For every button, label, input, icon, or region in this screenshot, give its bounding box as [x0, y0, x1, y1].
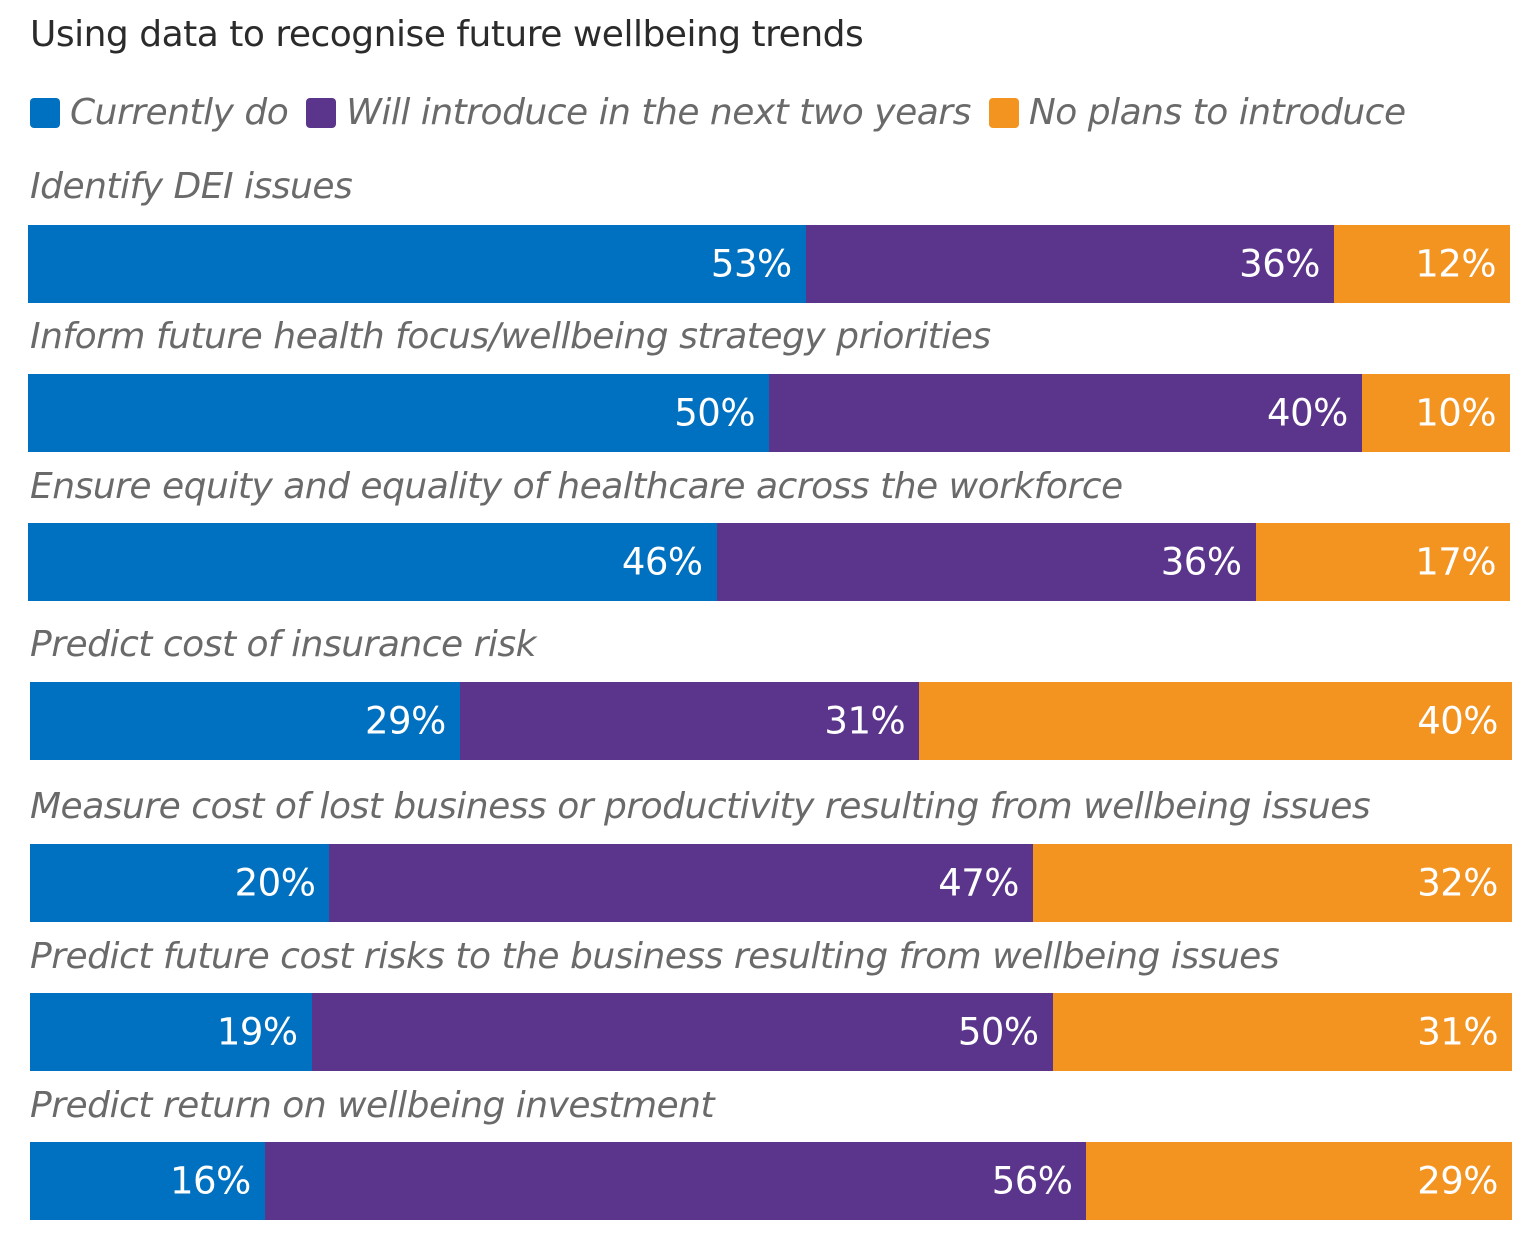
data-label: 40%	[1417, 699, 1498, 743]
data-label: 29%	[1417, 1159, 1498, 1203]
data-label: 50%	[957, 1010, 1039, 1054]
stacked-bar: 50% 40% 10%	[28, 374, 1510, 452]
category-label: Predict return on wellbeing investment	[30, 1085, 715, 1126]
category-label: Identify DEI issues	[30, 166, 353, 207]
bar-segment: 46%	[28, 523, 717, 601]
data-label: 50%	[674, 391, 755, 435]
bar-segment: 17%	[1255, 523, 1510, 601]
bar-segment: 19%	[30, 993, 312, 1071]
legend: Currently do Will introduce in the next t…	[30, 92, 1424, 133]
data-label: 20%	[234, 861, 316, 905]
category-label: Predict cost of insurance risk	[30, 624, 537, 665]
stacked-bar: 16% 56% 29%	[30, 1142, 1512, 1220]
stacked-bar: 53% 36% 12%	[28, 225, 1510, 303]
category-label: Measure cost of lost business or product…	[30, 786, 1371, 827]
chart-title: Using data to recognise future wellbeing…	[30, 14, 864, 55]
data-label: 16%	[170, 1159, 251, 1203]
data-label: 36%	[1160, 540, 1242, 584]
data-label: 10%	[1415, 391, 1496, 435]
bar-segment: 56%	[264, 1142, 1087, 1220]
bar-segment: 36%	[716, 523, 1256, 601]
data-label: 56%	[991, 1159, 1073, 1203]
data-label: 36%	[1239, 242, 1320, 286]
category-label: Ensure equity and equality of healthcare…	[30, 466, 1123, 507]
bar-segment: 36%	[805, 225, 1334, 303]
bar-segment: 29%	[1086, 1142, 1512, 1220]
data-label: 46%	[621, 540, 703, 584]
legend-label: Will introduce in the next two years	[346, 92, 971, 133]
data-label: 47%	[938, 861, 1019, 905]
bar-segment: 12%	[1333, 225, 1510, 303]
legend-swatch	[30, 97, 60, 128]
stacked-bar: 19% 50% 31%	[30, 993, 1512, 1071]
legend-label: No plans to introduce	[1028, 92, 1406, 133]
data-label: 40%	[1267, 391, 1348, 435]
bar-segment: 47%	[329, 844, 1033, 922]
data-label: 19%	[216, 1010, 298, 1054]
legend-item: Will introduce in the next two years	[306, 92, 971, 133]
bar-segment: 29%	[30, 682, 460, 760]
category-label: Predict future cost risks to the busines…	[30, 936, 1280, 977]
bar-segment: 32%	[1032, 844, 1512, 922]
stacked-bar: 29% 31% 40%	[30, 682, 1512, 760]
stacked-bar: 46% 36% 17%	[28, 523, 1510, 601]
data-label: 53%	[710, 242, 792, 286]
data-label: 12%	[1415, 242, 1496, 286]
legend-swatch	[306, 97, 337, 128]
data-label: 29%	[365, 699, 446, 743]
data-label: 31%	[824, 699, 906, 743]
data-label: 17%	[1415, 540, 1496, 584]
legend-swatch	[988, 97, 1019, 128]
bar-segment: 53%	[28, 225, 806, 303]
bar-segment: 40%	[919, 682, 1512, 760]
bar-segment: 31%	[1052, 993, 1512, 1071]
bar-segment: 40%	[769, 374, 1362, 452]
bar-segment: 16%	[30, 1142, 265, 1220]
bar-segment: 10%	[1361, 374, 1510, 452]
bar-segment: 31%	[459, 682, 920, 760]
data-label: 31%	[1417, 1010, 1498, 1054]
stacked-bar: 20% 47% 32%	[30, 844, 1512, 922]
bar-segment: 20%	[30, 844, 330, 922]
legend-label: Currently do	[70, 92, 289, 133]
bar-segment: 50%	[28, 374, 769, 452]
category-label: Inform future health focus/wellbeing str…	[30, 316, 991, 357]
legend-item: No plans to introduce	[988, 92, 1406, 133]
bar-segment: 50%	[311, 993, 1053, 1071]
legend-item: Currently do	[30, 92, 289, 133]
data-label: 32%	[1417, 861, 1498, 905]
